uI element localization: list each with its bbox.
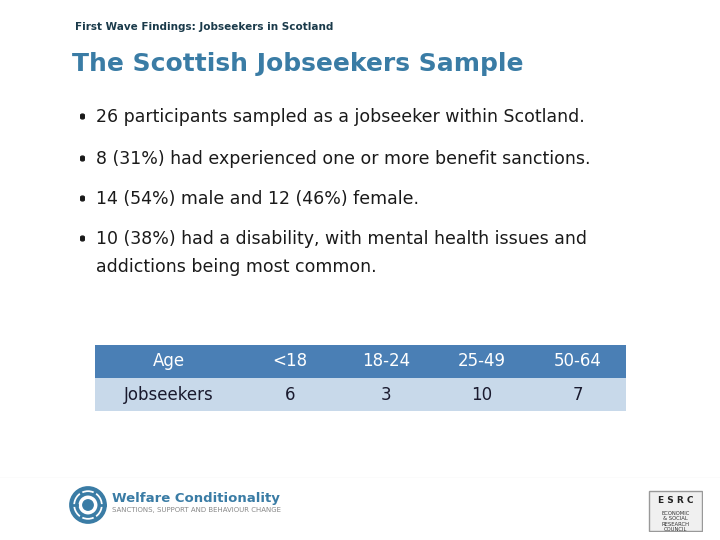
Text: 6: 6	[284, 386, 295, 403]
Bar	[530, 378, 626, 411]
Text: addictions being most common.: addictions being most common.	[96, 258, 377, 276]
Text: COUNCIL: COUNCIL	[664, 526, 687, 531]
Text: 10 (38%) had a disability, with mental health issues and: 10 (38%) had a disability, with mental h…	[96, 230, 587, 248]
Text: 7: 7	[572, 386, 583, 403]
Text: <18: <18	[272, 353, 307, 370]
Text: 50-64: 50-64	[554, 353, 602, 370]
Text: SANCTIONS, SUPPORT AND BEHAVIOUR CHANGE: SANCTIONS, SUPPORT AND BEHAVIOUR CHANGE	[112, 507, 281, 513]
Text: 3: 3	[381, 386, 391, 403]
Text: RESEARCH: RESEARCH	[662, 522, 690, 526]
Bar	[530, 345, 626, 378]
Text: 25-49: 25-49	[458, 353, 506, 370]
Text: & SOCIAL: & SOCIAL	[663, 516, 688, 521]
Text: Jobseekers: Jobseekers	[124, 386, 213, 403]
Bar	[338, 345, 434, 378]
Text: 18-24: 18-24	[362, 353, 410, 370]
Text: Welfare Conditionality: Welfare Conditionality	[112, 492, 280, 505]
Circle shape	[83, 500, 93, 510]
Bar	[95, 345, 242, 378]
Text: E S R C: E S R C	[658, 496, 693, 505]
Text: Age: Age	[153, 353, 184, 370]
Bar	[434, 378, 530, 411]
Text: 14 (54%) male and 12 (46%) female.: 14 (54%) male and 12 (46%) female.	[96, 190, 419, 208]
Text: 8 (31%) had experienced one or more benefit sanctions.: 8 (31%) had experienced one or more bene…	[96, 150, 590, 168]
Bar	[242, 378, 338, 411]
Text: The Scottish Jobseekers Sample: The Scottish Jobseekers Sample	[72, 52, 523, 76]
Bar	[338, 378, 434, 411]
Text: ECONOMIC: ECONOMIC	[661, 511, 690, 516]
Text: First Wave Findings: Jobseekers in Scotland: First Wave Findings: Jobseekers in Scotl…	[75, 22, 333, 32]
Bar	[95, 378, 242, 411]
Text: 26 participants sampled as a jobseeker within Scotland.: 26 participants sampled as a jobseeker w…	[96, 108, 585, 126]
Text: 10: 10	[472, 386, 492, 403]
Bar	[434, 345, 530, 378]
Bar	[242, 345, 338, 378]
